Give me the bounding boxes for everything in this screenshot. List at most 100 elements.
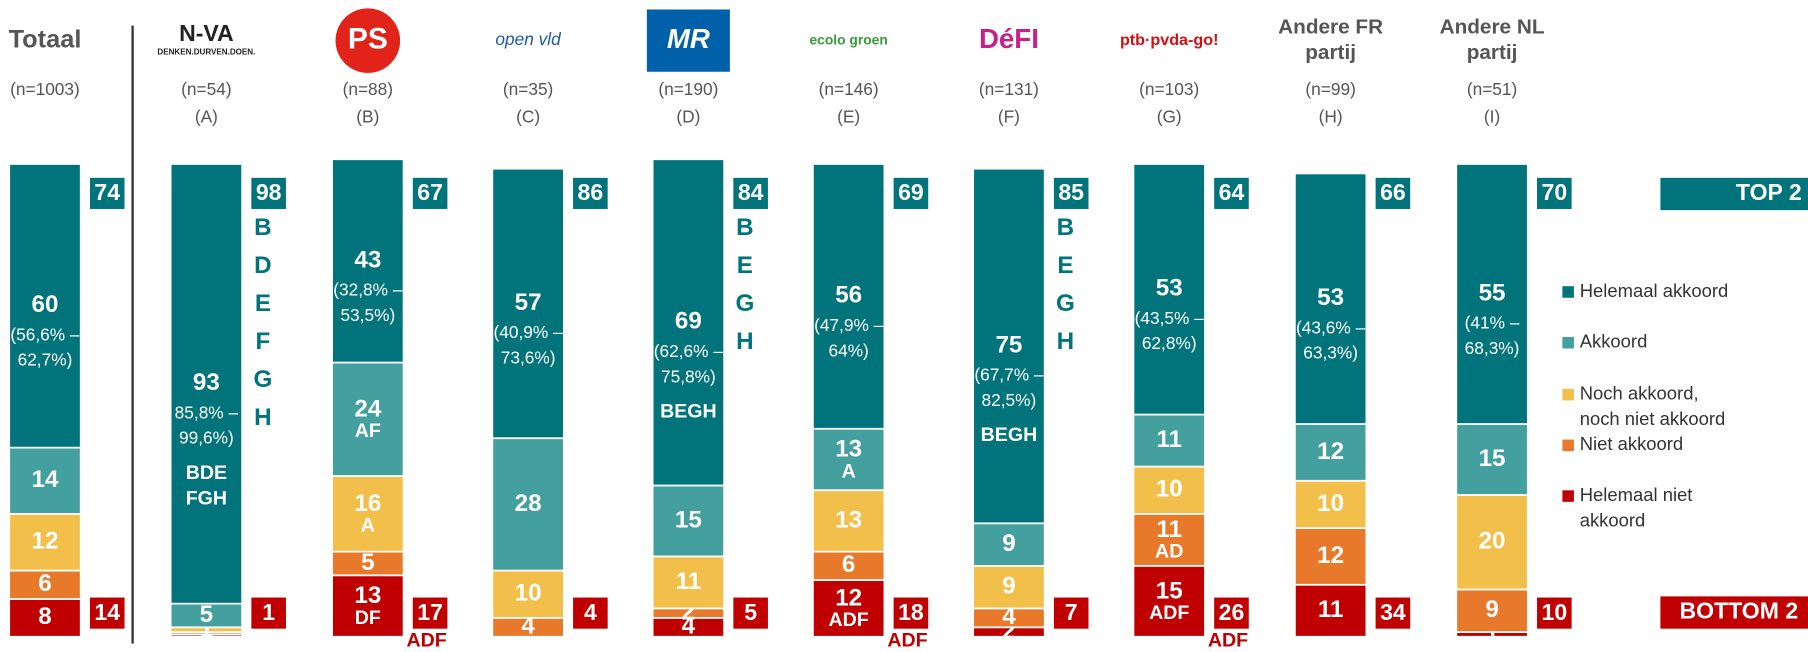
confidence-interval: 82,5%) xyxy=(982,390,1037,410)
segment-value: 10 xyxy=(1317,490,1344,517)
bottom2-value: 10 xyxy=(1542,599,1568,625)
confidence-interval: (62,6% – xyxy=(654,341,724,361)
significance-letter: E xyxy=(737,252,753,279)
segment-value: 15 xyxy=(1479,445,1506,472)
confidence-interval: 64%) xyxy=(828,340,868,360)
column-letter: (E) xyxy=(837,106,860,126)
bar-segment xyxy=(491,167,565,440)
significance-note: BEGH xyxy=(660,400,717,422)
bottom2-value: 5 xyxy=(744,599,757,625)
confidence-interval: 73,6%) xyxy=(501,347,556,367)
top2-value: 70 xyxy=(1542,179,1568,205)
sample-size: (n=1003) xyxy=(10,79,80,99)
bar-segment xyxy=(1294,527,1368,586)
segment-value: 69 xyxy=(675,308,702,335)
segment-value: 75 xyxy=(995,331,1022,358)
top2-box xyxy=(1375,177,1411,209)
bar-segment xyxy=(972,167,1046,525)
top2-value: 74 xyxy=(94,179,120,205)
sample-size: (n=190) xyxy=(658,79,718,99)
column-header: ecolo groen xyxy=(809,31,887,47)
bar-segment xyxy=(812,579,886,638)
bottom2-value: 1 xyxy=(262,599,275,625)
top2-legend: TOP 2 xyxy=(1736,179,1802,205)
confidence-interval: (40,9% – xyxy=(494,322,564,342)
sample-size: (n=35) xyxy=(503,79,553,99)
sample-size: (n=88) xyxy=(343,79,393,99)
bar-segment xyxy=(1455,588,1529,633)
bottom2-legend: BOTTOM 2 xyxy=(1679,598,1798,624)
confidence-interval: 63,3%) xyxy=(1303,343,1358,363)
top2-box xyxy=(893,177,929,209)
top2-value: 86 xyxy=(578,179,604,205)
column-header: Andere NL xyxy=(1440,15,1545,38)
significance-letter: H xyxy=(1057,328,1074,355)
logo-box xyxy=(646,9,730,72)
confidence-interval: 75,8%) xyxy=(661,366,716,386)
bar-segment xyxy=(972,564,1046,610)
significance-note: A xyxy=(361,515,375,537)
column-header: partij xyxy=(1467,41,1518,64)
sample-size: (n=146) xyxy=(819,79,879,99)
bottom2-value: 17 xyxy=(417,599,443,625)
legend-swatch xyxy=(1562,336,1574,349)
sample-size: (n=131) xyxy=(979,79,1039,99)
segment-value: 93 xyxy=(193,369,220,396)
sample-size: (n=54) xyxy=(181,79,231,99)
significance-note: FGH xyxy=(186,487,227,509)
bar-segment xyxy=(8,569,82,600)
segment-value: 28 xyxy=(515,490,542,517)
column-header: partij xyxy=(1305,41,1356,64)
top2-box xyxy=(89,177,125,209)
significance-below: ADF xyxy=(887,630,927,652)
bar-segment xyxy=(8,163,82,449)
top2-box xyxy=(251,177,286,209)
confidence-interval: 99,6%) xyxy=(179,428,234,448)
bar-segment xyxy=(8,598,82,638)
significance-letter: G xyxy=(735,290,754,317)
legend-label: Niet akkoord xyxy=(1580,433,1684,454)
sample-size: (n=99) xyxy=(1305,79,1355,99)
bottom2-value: 26 xyxy=(1219,599,1245,625)
segment-value: 8 xyxy=(38,603,51,630)
confidence-interval: (43,6% – xyxy=(1296,317,1366,337)
bar-segment xyxy=(1294,479,1368,529)
segment-value: 4 xyxy=(521,613,535,640)
bar-segment xyxy=(8,446,82,515)
legend-swatch xyxy=(1562,286,1574,298)
bar-segment xyxy=(331,574,405,638)
significance-letter: H xyxy=(736,328,753,355)
segment-value: 11 xyxy=(1156,426,1182,453)
segment-value: 14 xyxy=(32,466,59,493)
confidence-interval: (43,5% – xyxy=(1135,308,1205,328)
segment-value: 9 xyxy=(1485,596,1498,623)
segment-value: 60 xyxy=(32,291,59,318)
segment-value: 13 xyxy=(835,436,862,463)
column-header: MR xyxy=(667,23,710,54)
legend-label: Helemaal niet xyxy=(1580,484,1693,505)
bar-segment xyxy=(651,158,725,487)
segment-value: 12 xyxy=(835,585,862,612)
bar-segment xyxy=(1132,413,1206,468)
bar-segment xyxy=(1455,494,1529,591)
bar-segment xyxy=(169,163,244,605)
segment-value: 4 xyxy=(682,613,696,640)
segment-value: 53 xyxy=(1156,275,1183,302)
bar-segment xyxy=(1294,423,1368,482)
legend-label: Helemaal akkoord xyxy=(1580,280,1729,301)
bottom2-box xyxy=(412,597,448,629)
column-letter: (H) xyxy=(1319,106,1343,126)
bar-segment xyxy=(1294,172,1368,425)
column-header: Andere FR xyxy=(1278,15,1383,38)
legend-label: noch niet akkoord xyxy=(1580,408,1726,429)
bar-segment xyxy=(331,158,405,364)
significance-note: ADF xyxy=(1149,602,1189,624)
bar-segment xyxy=(651,555,725,610)
segment-value: 10 xyxy=(515,580,542,607)
segment-value: 5 xyxy=(200,601,213,628)
bar-segment xyxy=(812,489,886,553)
top2-value: 64 xyxy=(1219,179,1245,205)
bottom2-box xyxy=(1053,597,1089,629)
significance-note: ADF xyxy=(829,609,869,631)
